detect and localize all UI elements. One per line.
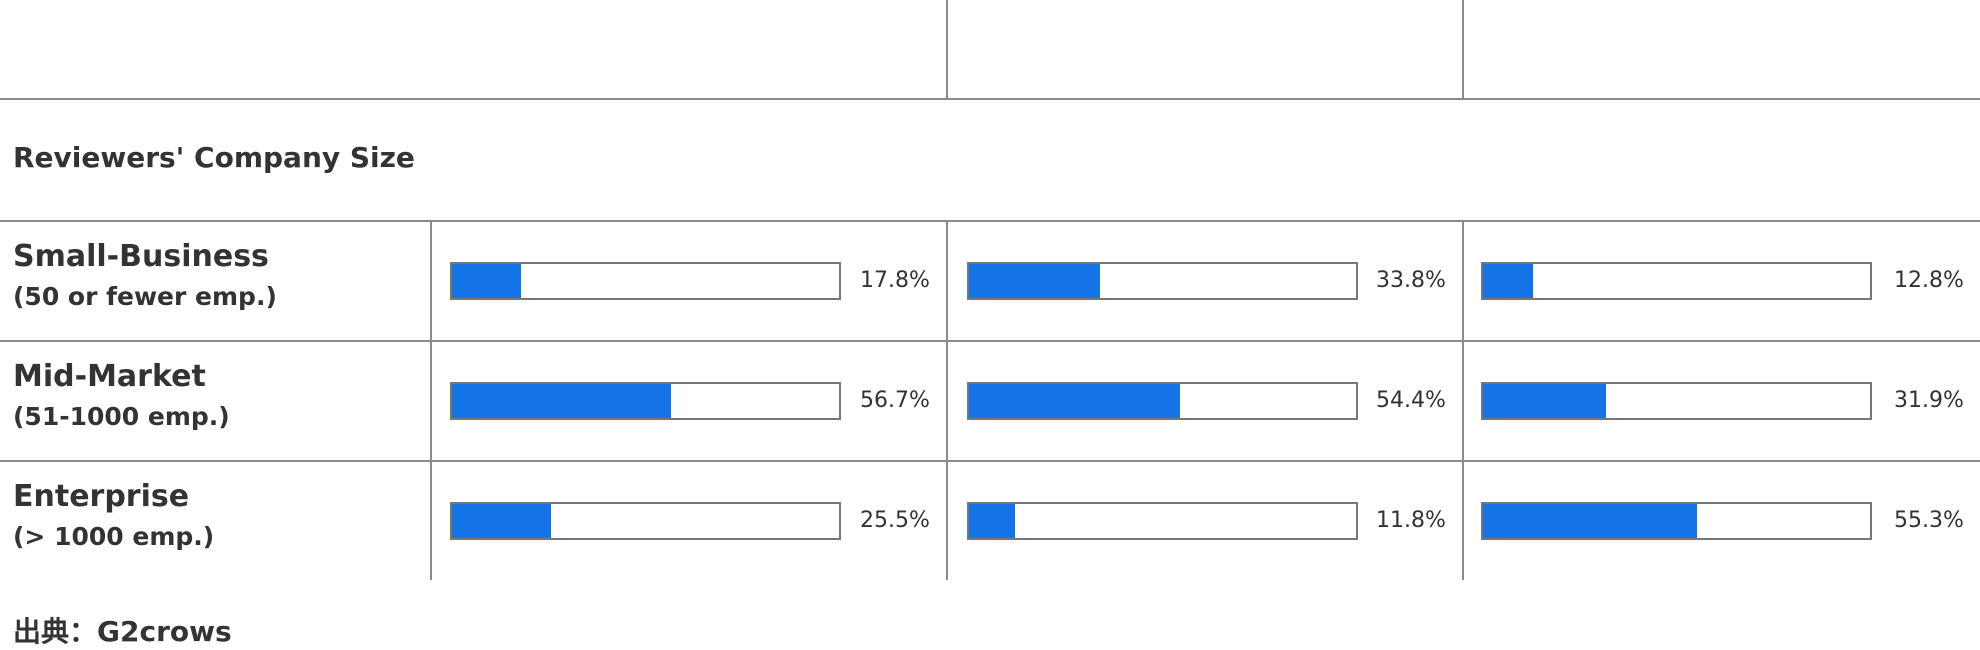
header-divider-1: [946, 0, 948, 100]
row-label-subtitle: (50 or fewer emp.): [13, 282, 277, 311]
percentage-value: 12.8%: [1894, 268, 1964, 293]
row-label-title: Mid-Market: [13, 359, 206, 394]
percentage-bar: [1481, 502, 1872, 540]
percentage-bar: [450, 502, 841, 540]
source-citation: 出典：G2crows: [13, 615, 232, 648]
percentage-value: 25.5%: [860, 508, 930, 533]
column-divider-2: [1462, 220, 1464, 580]
percentage-bar-fill: [1483, 504, 1697, 538]
percentage-bar-fill: [452, 504, 551, 538]
percentage-value: 55.3%: [1894, 508, 1964, 533]
label-column-divider: [430, 220, 432, 580]
percentage-bar: [450, 262, 841, 300]
row-label-subtitle: (51-1000 emp.): [13, 402, 230, 431]
percentage-bar: [1481, 382, 1872, 420]
header-divider-2: [1462, 0, 1464, 100]
percentage-bar: [967, 262, 1358, 300]
percentage-bar: [967, 502, 1358, 540]
row-label: Small-Business (50 or fewer emp.): [13, 238, 277, 316]
percentage-bar-fill: [1483, 264, 1533, 298]
row-label: Enterprise (> 1000 emp.): [13, 478, 214, 556]
percentage-value: 56.7%: [860, 388, 930, 413]
percentage-bar-fill: [452, 384, 672, 418]
percentage-bar-fill: [452, 264, 521, 298]
percentage-bar: [450, 382, 841, 420]
row-label: Mid-Market (51-1000 emp.): [13, 358, 230, 436]
percentage-value: 17.8%: [860, 268, 930, 293]
percentage-value: 31.9%: [1894, 388, 1964, 413]
table-top-line: [0, 220, 1980, 222]
column-divider-1: [946, 220, 948, 580]
section-title: Reviewers' Company Size: [13, 141, 415, 174]
percentage-value: 11.8%: [1376, 508, 1446, 533]
percentage-bar-fill: [1483, 384, 1607, 418]
row-label-subtitle: (> 1000 emp.): [13, 522, 215, 551]
percentage-bar: [1481, 262, 1872, 300]
row-label-title: Small-Business: [13, 239, 269, 274]
percentage-bar-fill: [969, 384, 1180, 418]
row-label-title: Enterprise: [13, 479, 190, 514]
percentage-value: 33.8%: [1376, 268, 1446, 293]
row-divider-2: [0, 460, 1980, 462]
product-header-row: [0, 0, 1980, 100]
percentage-bar: [967, 382, 1358, 420]
percentage-bar-fill: [969, 504, 1015, 538]
percentage-value: 54.4%: [1376, 388, 1446, 413]
row-divider-1: [0, 340, 1980, 342]
percentage-bar-fill: [969, 264, 1100, 298]
